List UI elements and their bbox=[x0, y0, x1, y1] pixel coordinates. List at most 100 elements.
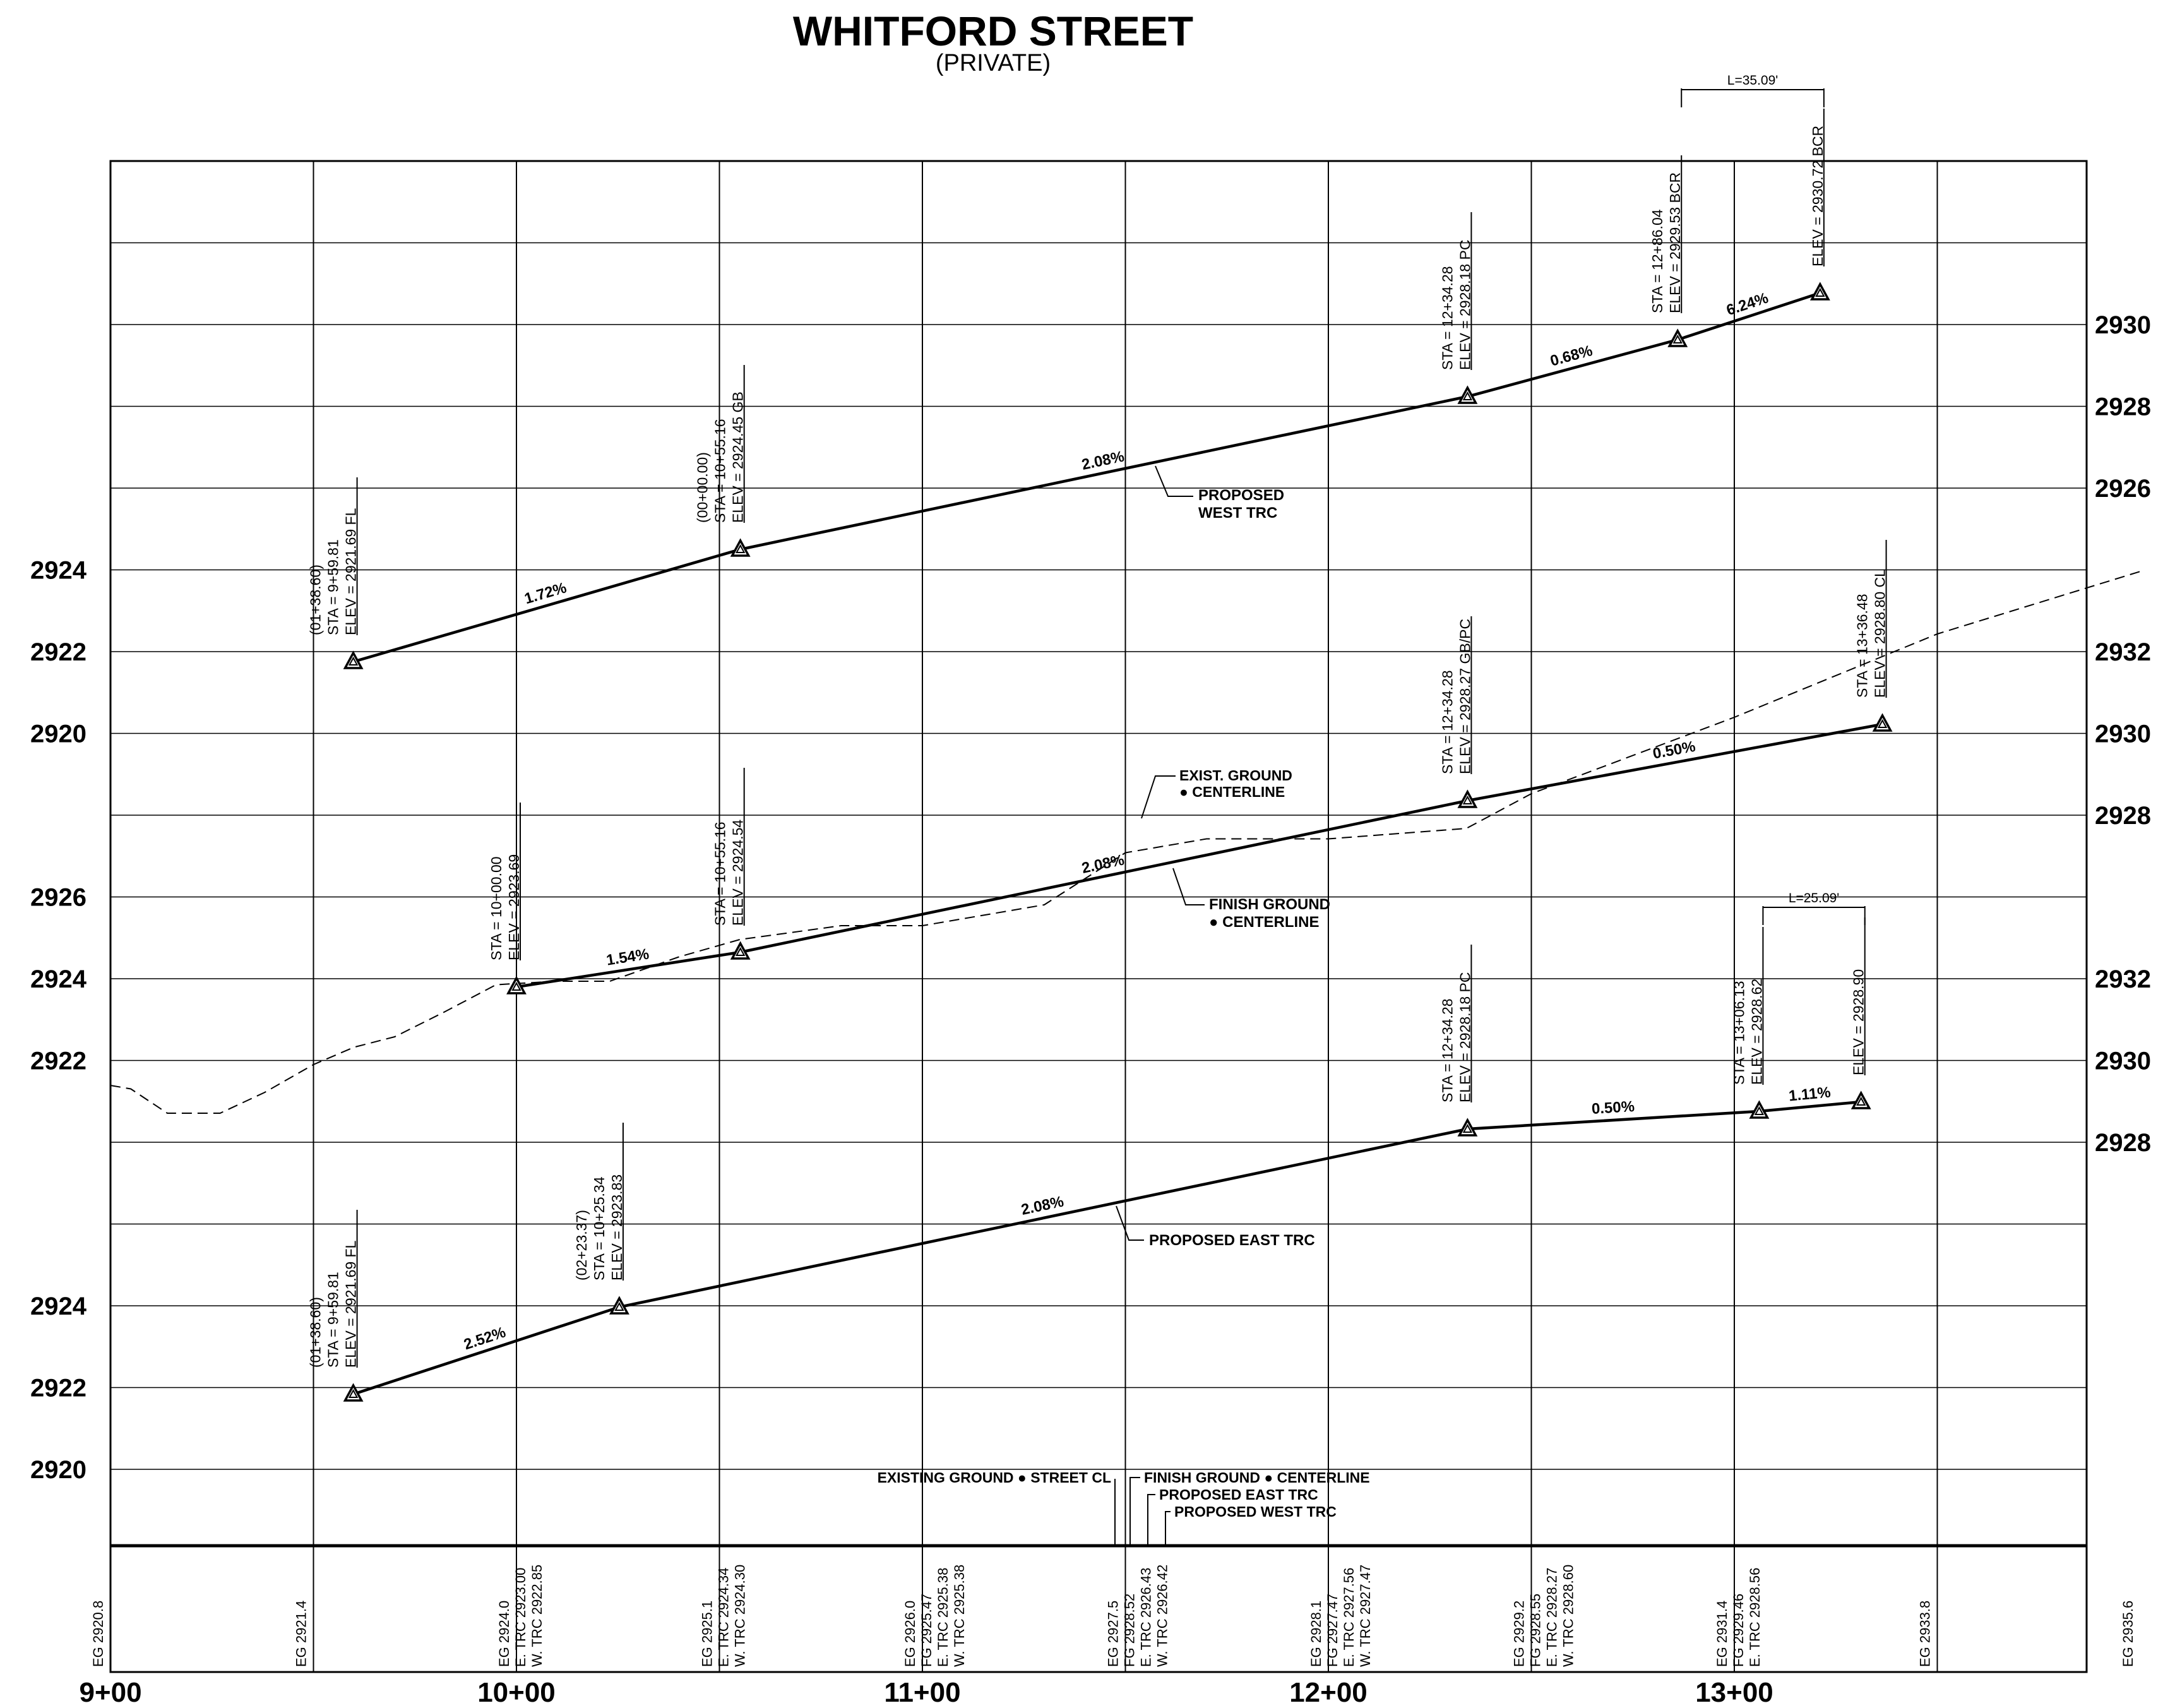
grade-label: 6.24% bbox=[1724, 289, 1770, 319]
table-elev-text: EG 2924.0 bbox=[496, 1601, 512, 1667]
legend-leader-fg bbox=[1129, 1477, 1140, 1546]
pvi-callout-text: (02+23.37) bbox=[573, 1210, 590, 1281]
eg-label-line2: ● CENTERLINE bbox=[1179, 784, 1285, 800]
pvi-triangle-marker bbox=[1872, 713, 1893, 732]
pvi-triangle-inner bbox=[1672, 334, 1683, 343]
grade-label: 1.11% bbox=[1788, 1084, 1832, 1105]
elev-label-right: 2932 bbox=[2095, 965, 2151, 993]
grade-label: 0.68% bbox=[1548, 342, 1594, 370]
pvi-triangle-inner bbox=[1877, 719, 1888, 728]
profile-east-trc: (01+38.60) STA = 9+59.81 ELEV = 2921.69 FL… bbox=[30, 891, 2151, 1484]
elev-label-left: 2924 bbox=[30, 965, 87, 993]
station-label: 10+00 bbox=[477, 1677, 556, 1708]
table-elev-text: E. TRC 2924.34 bbox=[716, 1568, 732, 1667]
table-elev-text: W. TRC 2925.38 bbox=[951, 1565, 967, 1667]
elev-label-left: 2920 bbox=[30, 720, 86, 748]
table-elev-text: W. TRC 2928.60 bbox=[1561, 1565, 1576, 1667]
station-label: 13+00 bbox=[1695, 1677, 1773, 1708]
table-elev-text: E. TRC 2927.56 bbox=[1341, 1568, 1357, 1667]
station-axis: 9+00 10+00 11+00 12+00 13+00 bbox=[79, 1677, 1773, 1708]
sheet-subtitle: (PRIVATE) bbox=[936, 50, 1051, 76]
pvi-callout-text: ELEV = 2924.54 bbox=[730, 820, 746, 926]
pvi-callout-text: ELEV = 2923.69 bbox=[506, 854, 522, 960]
pvi-callout-text: STA = 12+34.28 bbox=[1439, 266, 1455, 370]
legend-leader-west bbox=[1165, 1511, 1171, 1546]
pvi-triangle-inner bbox=[1462, 1123, 1473, 1133]
pvi-callout-text: ELEV = 2921.69 FL bbox=[343, 508, 359, 635]
table-elev-text: EG 2929.2 bbox=[1511, 1601, 1527, 1667]
grid-frame bbox=[109, 160, 2088, 1673]
pvi-triangle-marker bbox=[1809, 282, 1830, 301]
pvi-callout-text: ELEV = 2928.90 bbox=[1850, 969, 1867, 1075]
pvi-triangle-marker bbox=[1850, 1090, 1871, 1109]
pvi-callout-text: ELEV = 2930.72 BCR bbox=[1809, 126, 1826, 266]
curve-length-label: L=35.09' bbox=[1727, 73, 1779, 88]
pvi-callout-text: STA = 9+59.81 bbox=[325, 539, 342, 635]
pvi-callout-text: (01+38.60) bbox=[307, 1297, 324, 1368]
pvi-callout-text: STA = 13+06.13 bbox=[1731, 981, 1747, 1085]
table-elev-text: W. TRC 2926.42 bbox=[1155, 1565, 1171, 1667]
design-profiles: (01+38.60) STA = 9+59.81 ELEV = 2921.69 FL… bbox=[30, 73, 2151, 1484]
table-elev-text: E. TRC 2928.27 bbox=[1544, 1568, 1560, 1667]
table-elev-text: EG 2933.8 bbox=[1917, 1601, 1933, 1667]
profile-label-leader bbox=[1172, 868, 1205, 905]
profile-west-trc: (01+38.60) STA = 9+59.81 ELEV = 2921.69 FL… bbox=[30, 73, 2151, 748]
pvi-callout-text: ELEV = 2923.83 bbox=[609, 1174, 625, 1281]
pvi-callout-text: STA = 12+34.28 bbox=[1439, 998, 1455, 1102]
table-elev-text: EG 2926.0 bbox=[902, 1601, 918, 1667]
pvi-callout-text: STA = 10+25.34 bbox=[591, 1176, 607, 1281]
pvi-callout-text: ELEV = 2921.69 FL bbox=[343, 1240, 359, 1368]
pvi-triangle-inner bbox=[1815, 287, 1825, 297]
legend-leader-east bbox=[1147, 1494, 1155, 1546]
pvi-triangle-inner bbox=[348, 656, 359, 666]
table-elev-text: W. TRC 2922.85 bbox=[529, 1565, 545, 1667]
profile-line bbox=[352, 291, 1821, 664]
pvi-callout-text: ELEV = 2924.45 GB bbox=[730, 391, 746, 523]
pvi-callout-text: ELEV = 2928.27 GB/PC bbox=[1457, 619, 1473, 774]
profile-line bbox=[516, 722, 1883, 989]
pvi-triangle-inner bbox=[614, 1301, 624, 1311]
elev-label-left: 2924 bbox=[30, 1293, 87, 1320]
station-label: 9+00 bbox=[79, 1677, 141, 1708]
pvi-callout-text: (00+00.00) bbox=[694, 452, 711, 523]
elev-label-left: 2926 bbox=[30, 884, 86, 912]
pvi-callout-text: ELEV = 2929.53 BCR bbox=[1667, 172, 1683, 313]
elev-label-right: 2930 bbox=[2095, 311, 2151, 339]
elev-label-right: 2932 bbox=[2095, 638, 2151, 666]
pvi-callout-text: STA = 12+34.28 bbox=[1439, 670, 1455, 774]
table-elev-text: EG 2921.4 bbox=[294, 1601, 309, 1667]
pvi-callout-text: STA = 10+55.16 bbox=[712, 419, 729, 523]
table-elev-text: FG 2929.46 bbox=[1731, 1594, 1746, 1667]
table-elev-text: EG 2935.6 bbox=[2120, 1601, 2136, 1667]
elev-label-right: 2928 bbox=[2095, 1129, 2151, 1157]
pvi-triangle-inner bbox=[348, 1388, 359, 1398]
table-elev-text: FG 2925.47 bbox=[919, 1594, 934, 1667]
pvi-callout-text: (01+38.60) bbox=[307, 564, 324, 635]
table-elev-text: W. TRC 2924.30 bbox=[732, 1565, 748, 1667]
table-elev-text: FG 2928.55 bbox=[1528, 1594, 1544, 1667]
pvi-callout-text: STA = 9+59.81 bbox=[325, 1272, 342, 1368]
pvi-callout-text: STA = 10+55.16 bbox=[712, 821, 729, 926]
pvi-triangle-inner bbox=[1462, 391, 1473, 400]
eg-label-line1: EXIST. GROUND bbox=[1179, 767, 1292, 784]
elevation-table: EG 2920.8 EG 2921.4 EG 2924.0 E. TRC 2923.0… bbox=[90, 1565, 2136, 1667]
eg-leader bbox=[1141, 775, 1176, 819]
elev-label-left: 2924 bbox=[30, 557, 87, 585]
title-block: WHITFORD STREET (PRIVATE) bbox=[793, 8, 1193, 76]
elev-label-left: 2922 bbox=[30, 638, 86, 666]
elev-label-right: 2928 bbox=[2095, 393, 2151, 421]
profile-grid bbox=[109, 160, 2088, 1673]
pvi-callout-text: ELEV = 2928.80 CL bbox=[1872, 569, 1888, 698]
existing-ground-line bbox=[110, 571, 2141, 1114]
pvi-triangle-inner bbox=[511, 981, 521, 991]
sheet-title: WHITFORD STREET bbox=[793, 8, 1193, 54]
elev-label-left: 2922 bbox=[30, 1375, 86, 1402]
grade-label: 1.72% bbox=[523, 579, 569, 607]
profile-legend: EXISTING GROUND ● STREET CL FINISH GROUN… bbox=[878, 1469, 1370, 1546]
grade-label: 0.50% bbox=[1591, 1098, 1635, 1118]
station-label: 12+00 bbox=[1289, 1677, 1368, 1708]
table-elev-text: W. TRC 2927.47 bbox=[1357, 1565, 1373, 1667]
profile-label-line2: WEST TRC bbox=[1198, 505, 1277, 522]
profile-label-line1: PROPOSED EAST TRC bbox=[1149, 1232, 1315, 1249]
